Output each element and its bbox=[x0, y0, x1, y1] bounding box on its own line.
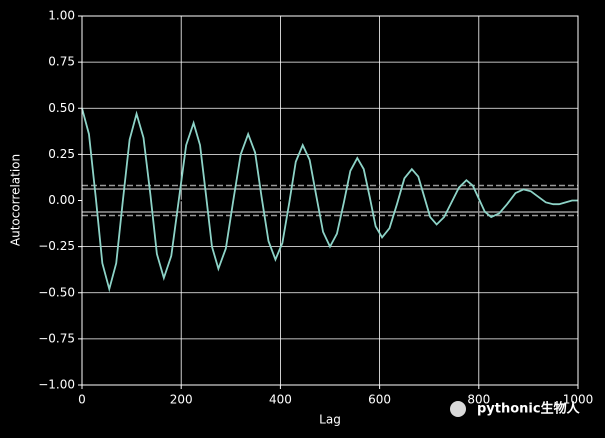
x-axis-label: Lag bbox=[319, 413, 341, 427]
watermark-icon bbox=[450, 401, 466, 417]
y-tick-label: 1.00 bbox=[48, 9, 75, 23]
x-tick-label: 1000 bbox=[563, 393, 594, 407]
y-axis-label: Autocorrelation bbox=[9, 154, 23, 246]
y-tick-label: −0.50 bbox=[38, 285, 75, 299]
y-tick-label: −0.25 bbox=[38, 239, 75, 253]
y-tick-label: 0.75 bbox=[48, 55, 75, 69]
watermark: pythonic生物人 bbox=[450, 401, 581, 417]
watermark-text: pythonic生物人 bbox=[477, 401, 581, 417]
y-tick-label: 0.25 bbox=[48, 147, 75, 161]
x-tick-label: 600 bbox=[368, 393, 391, 407]
x-tick-label: 400 bbox=[269, 393, 292, 407]
y-tick-label: −1.00 bbox=[38, 378, 75, 392]
plot-frame bbox=[81, 15, 579, 386]
x-tick-label: 800 bbox=[467, 393, 490, 407]
y-tick-label: 0.50 bbox=[48, 101, 75, 115]
data-line bbox=[81, 108, 578, 293]
x-tick-label: 200 bbox=[170, 393, 193, 407]
y-tick-label: −0.75 bbox=[38, 331, 75, 345]
x-tick-label: 0 bbox=[78, 393, 86, 407]
y-tick-label: 0.00 bbox=[48, 193, 75, 207]
